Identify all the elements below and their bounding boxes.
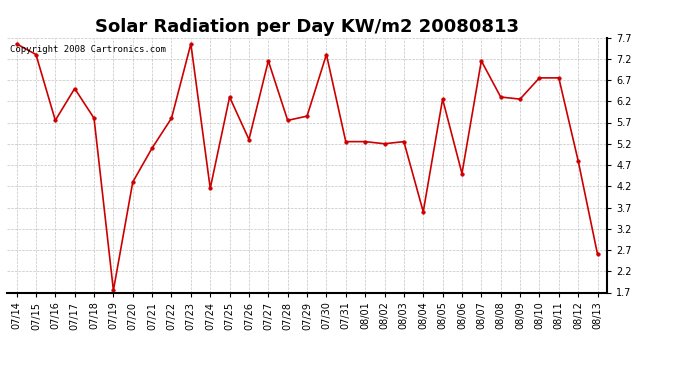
Text: Copyright 2008 Cartronics.com: Copyright 2008 Cartronics.com [10,45,166,54]
Title: Solar Radiation per Day KW/m2 20080813: Solar Radiation per Day KW/m2 20080813 [95,18,519,36]
